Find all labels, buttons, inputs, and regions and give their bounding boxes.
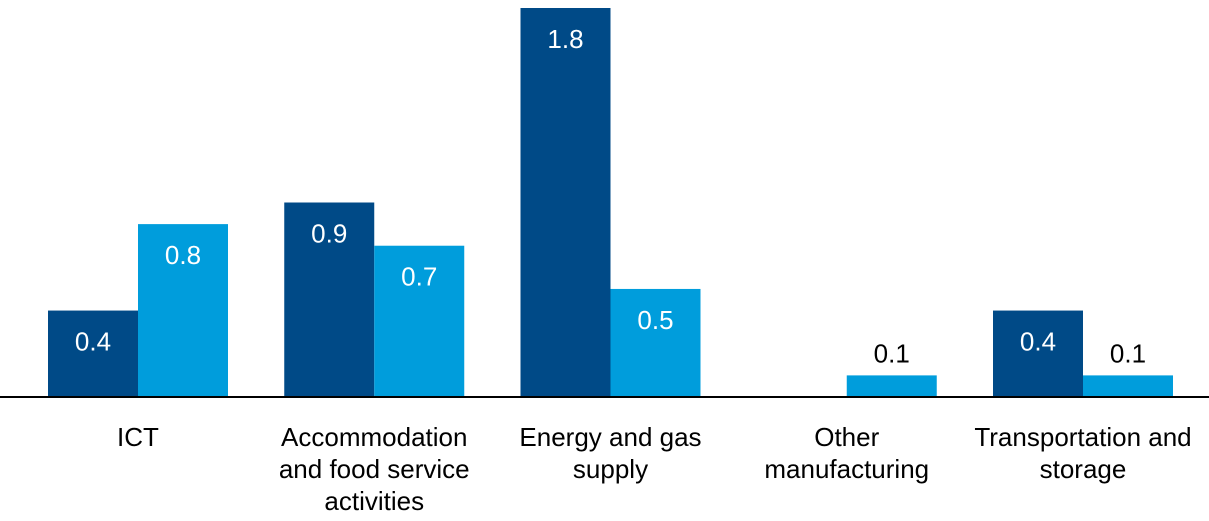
x-tick-label: Transportation and storage (974, 422, 1192, 484)
bar (48, 310, 138, 397)
value-label: 0.9 (311, 218, 347, 248)
value-label: 0.4 (1020, 326, 1056, 356)
bar (138, 224, 228, 397)
bar (374, 245, 465, 397)
value-label: 0.8 (165, 240, 201, 270)
x-tick-label: ICT (117, 422, 159, 452)
value-label: 0.5 (637, 305, 673, 335)
bar (1083, 375, 1173, 397)
bar (610, 288, 701, 397)
x-tick-label: Other manufacturing (764, 422, 930, 484)
bar (993, 310, 1083, 397)
bar (846, 375, 937, 397)
bar (284, 202, 375, 397)
x-tick-label: Accommodation and food service activitie… (278, 422, 470, 516)
value-label: 0.1 (874, 338, 910, 368)
value-label: 0.1 (1110, 338, 1146, 368)
value-label: 0.4 (75, 326, 111, 356)
x-tick-label: Energy and gas supply (519, 422, 702, 484)
bar (520, 8, 611, 397)
value-label: 0.7 (401, 262, 437, 292)
value-label: 1.8 (547, 24, 583, 54)
